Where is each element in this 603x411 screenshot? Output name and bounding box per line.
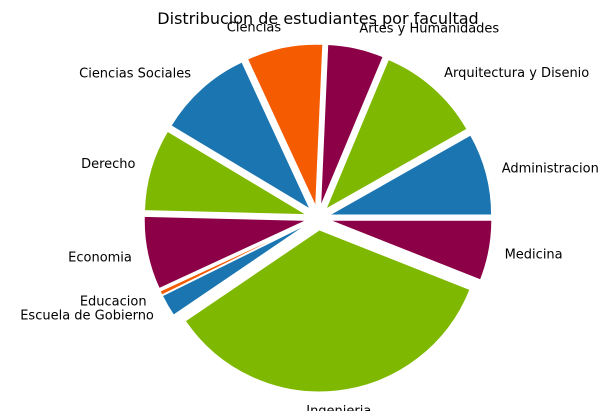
pie-slice-artes-y-humanidades <box>320 43 384 207</box>
pie-slices <box>143 43 493 393</box>
pie-slice-ciencias-sociales <box>170 61 312 211</box>
pie-slice-medicina <box>329 219 493 281</box>
pie-label-medicina: Medicina <box>505 247 563 262</box>
pie-label-ciencias-sociales: Ciencias Sociales <box>79 67 191 82</box>
pie-label-artes-y-humanidades: Artes y Humanidades <box>359 22 499 37</box>
pie-label-ingenieria: Ingenieria <box>306 404 371 411</box>
pie-slice-ingenieria <box>184 229 471 393</box>
pie-label-escuela-de-gobierno: Escuela de Gobierno <box>20 309 154 324</box>
pie-label-administracion: Administracion <box>502 162 599 177</box>
pie-label-derecho: Derecho <box>81 157 135 172</box>
pie-slice-economia <box>143 215 307 290</box>
pie-slice-escuela-de-gobierno <box>161 223 308 316</box>
pie-label-educacion: Educacion <box>80 295 147 310</box>
pie-slice-derecho <box>144 130 309 216</box>
chart-title: Distribucion de estudiantes por facultad <box>157 9 478 28</box>
pie-label-economia: Economia <box>68 250 132 265</box>
pie-slice-arquitectura-y-disenio <box>324 58 468 211</box>
pie-slice-administracion <box>327 134 493 216</box>
pie-label-arquitectura-y-disenio: Arquitectura y Disenio <box>444 66 589 81</box>
pie-slice-ciencias <box>246 43 324 207</box>
pie-labels: Administracion Arquitectura y Disenio Arte… <box>20 21 599 411</box>
pie-slice-educacion <box>159 222 308 296</box>
pie-label-ciencias: Ciencias <box>227 21 282 36</box>
